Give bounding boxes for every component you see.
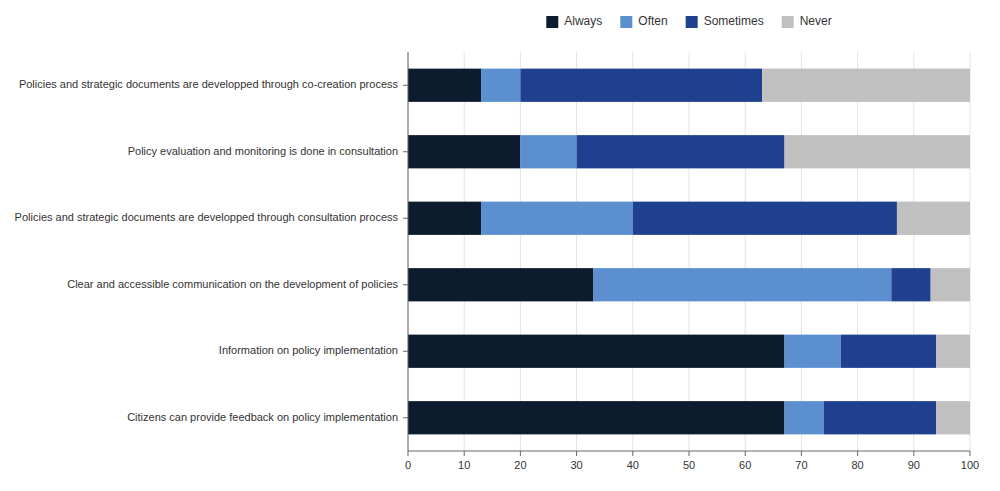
x-tick-label: 60 [739,459,751,471]
bar-segment [408,202,481,235]
bar-segment [785,335,841,368]
bar-segment [481,202,633,235]
x-tick [689,451,690,456]
x-tick-label: 90 [908,459,920,471]
bar-segment [408,268,593,301]
bar-segment [408,135,520,168]
bar-segment [577,135,785,168]
x-tick [913,451,914,456]
grid-line [857,52,858,451]
grid-line [913,52,914,451]
legend-swatch [782,16,794,28]
y-tick [403,284,408,285]
category-label: Information on policy implementation [219,344,398,356]
axes: 0 10 20 30 40 50 60 70 80 90 100 [403,52,979,471]
grid-line [689,52,690,451]
bar-segment [408,335,785,368]
category-labels: Citizens can provide feedback on policy … [15,78,399,423]
legend: Always Often Sometimes Never [546,14,831,28]
grid-line [745,52,746,451]
y-tick [403,417,408,418]
bar-segment [891,268,930,301]
legend-label: Sometimes [704,14,764,28]
bar-segment [520,135,576,168]
legend-swatch [686,16,698,28]
legend-swatch [546,16,558,28]
legend-item: Often [620,14,667,28]
y-tick [403,151,408,152]
legend-label: Never [800,14,832,28]
legend-label: Often [638,14,667,28]
grid-line [520,52,521,451]
grid [408,52,970,451]
bar-segment [762,69,970,102]
bar-segment [593,268,891,301]
x-tick [970,451,971,456]
bars [408,69,970,435]
grid-line [970,52,971,451]
x-tick-label: 20 [514,459,526,471]
grid-line [464,52,465,451]
y-tick [403,351,408,352]
category-label: Policies and strategic documents are dev… [19,78,399,90]
x-tick-label: 50 [683,459,695,471]
y-axis-line [408,52,409,451]
x-tick [632,451,633,456]
series [481,69,891,435]
bar-segment [520,69,762,102]
x-tick-label: 30 [570,459,582,471]
chart-svg: Citizens can provide feedback on policy … [0,0,1000,491]
bar-segment [408,69,481,102]
x-tick [464,451,465,456]
legend-label: Always [564,14,602,28]
x-tick [520,451,521,456]
bar-segment [931,268,970,301]
bar-segment [481,69,520,102]
bar-segment [785,135,970,168]
category-label: Policies and strategic documents are dev… [15,211,399,223]
x-tick-label: 80 [851,459,863,471]
chart-container: Citizens can provide feedback on policy … [0,0,1000,491]
bar-segment [897,202,970,235]
grid-line [632,52,633,451]
x-tick-label: 70 [795,459,807,471]
y-tick [403,218,408,219]
category-label: Clear and accessible communication on th… [67,278,398,290]
grid-line [408,52,409,451]
legend-item: Always [546,14,602,28]
bar-segment [936,335,970,368]
category-label: Policy evaluation and monitoring is done… [128,145,398,157]
x-tick [576,451,577,456]
grid-line [801,52,802,451]
series [408,69,785,435]
bar-segment [824,401,936,434]
series [520,69,936,435]
x-tick-label: 10 [458,459,470,471]
y-tick [403,85,408,86]
x-tick-label: 40 [627,459,639,471]
x-tick [857,451,858,456]
bar-segment [633,202,897,235]
category-label: Citizens can provide feedback on policy … [127,411,398,423]
x-tick [801,451,802,456]
series [762,69,970,435]
x-tick-label: 100 [961,459,979,471]
x-tick-label: 0 [405,459,411,471]
bar-segment [408,401,785,434]
legend-swatch [620,16,632,28]
x-tick [745,451,746,456]
bar-segment [785,401,824,434]
legend-item: Sometimes [686,14,764,28]
bar-segment [936,401,970,434]
x-tick [408,451,409,456]
legend-item: Never [782,14,832,28]
bar-segment [841,335,937,368]
grid-line [576,52,577,451]
